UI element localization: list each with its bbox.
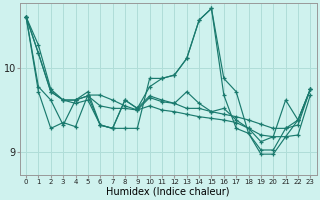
X-axis label: Humidex (Indice chaleur): Humidex (Indice chaleur): [107, 187, 230, 197]
